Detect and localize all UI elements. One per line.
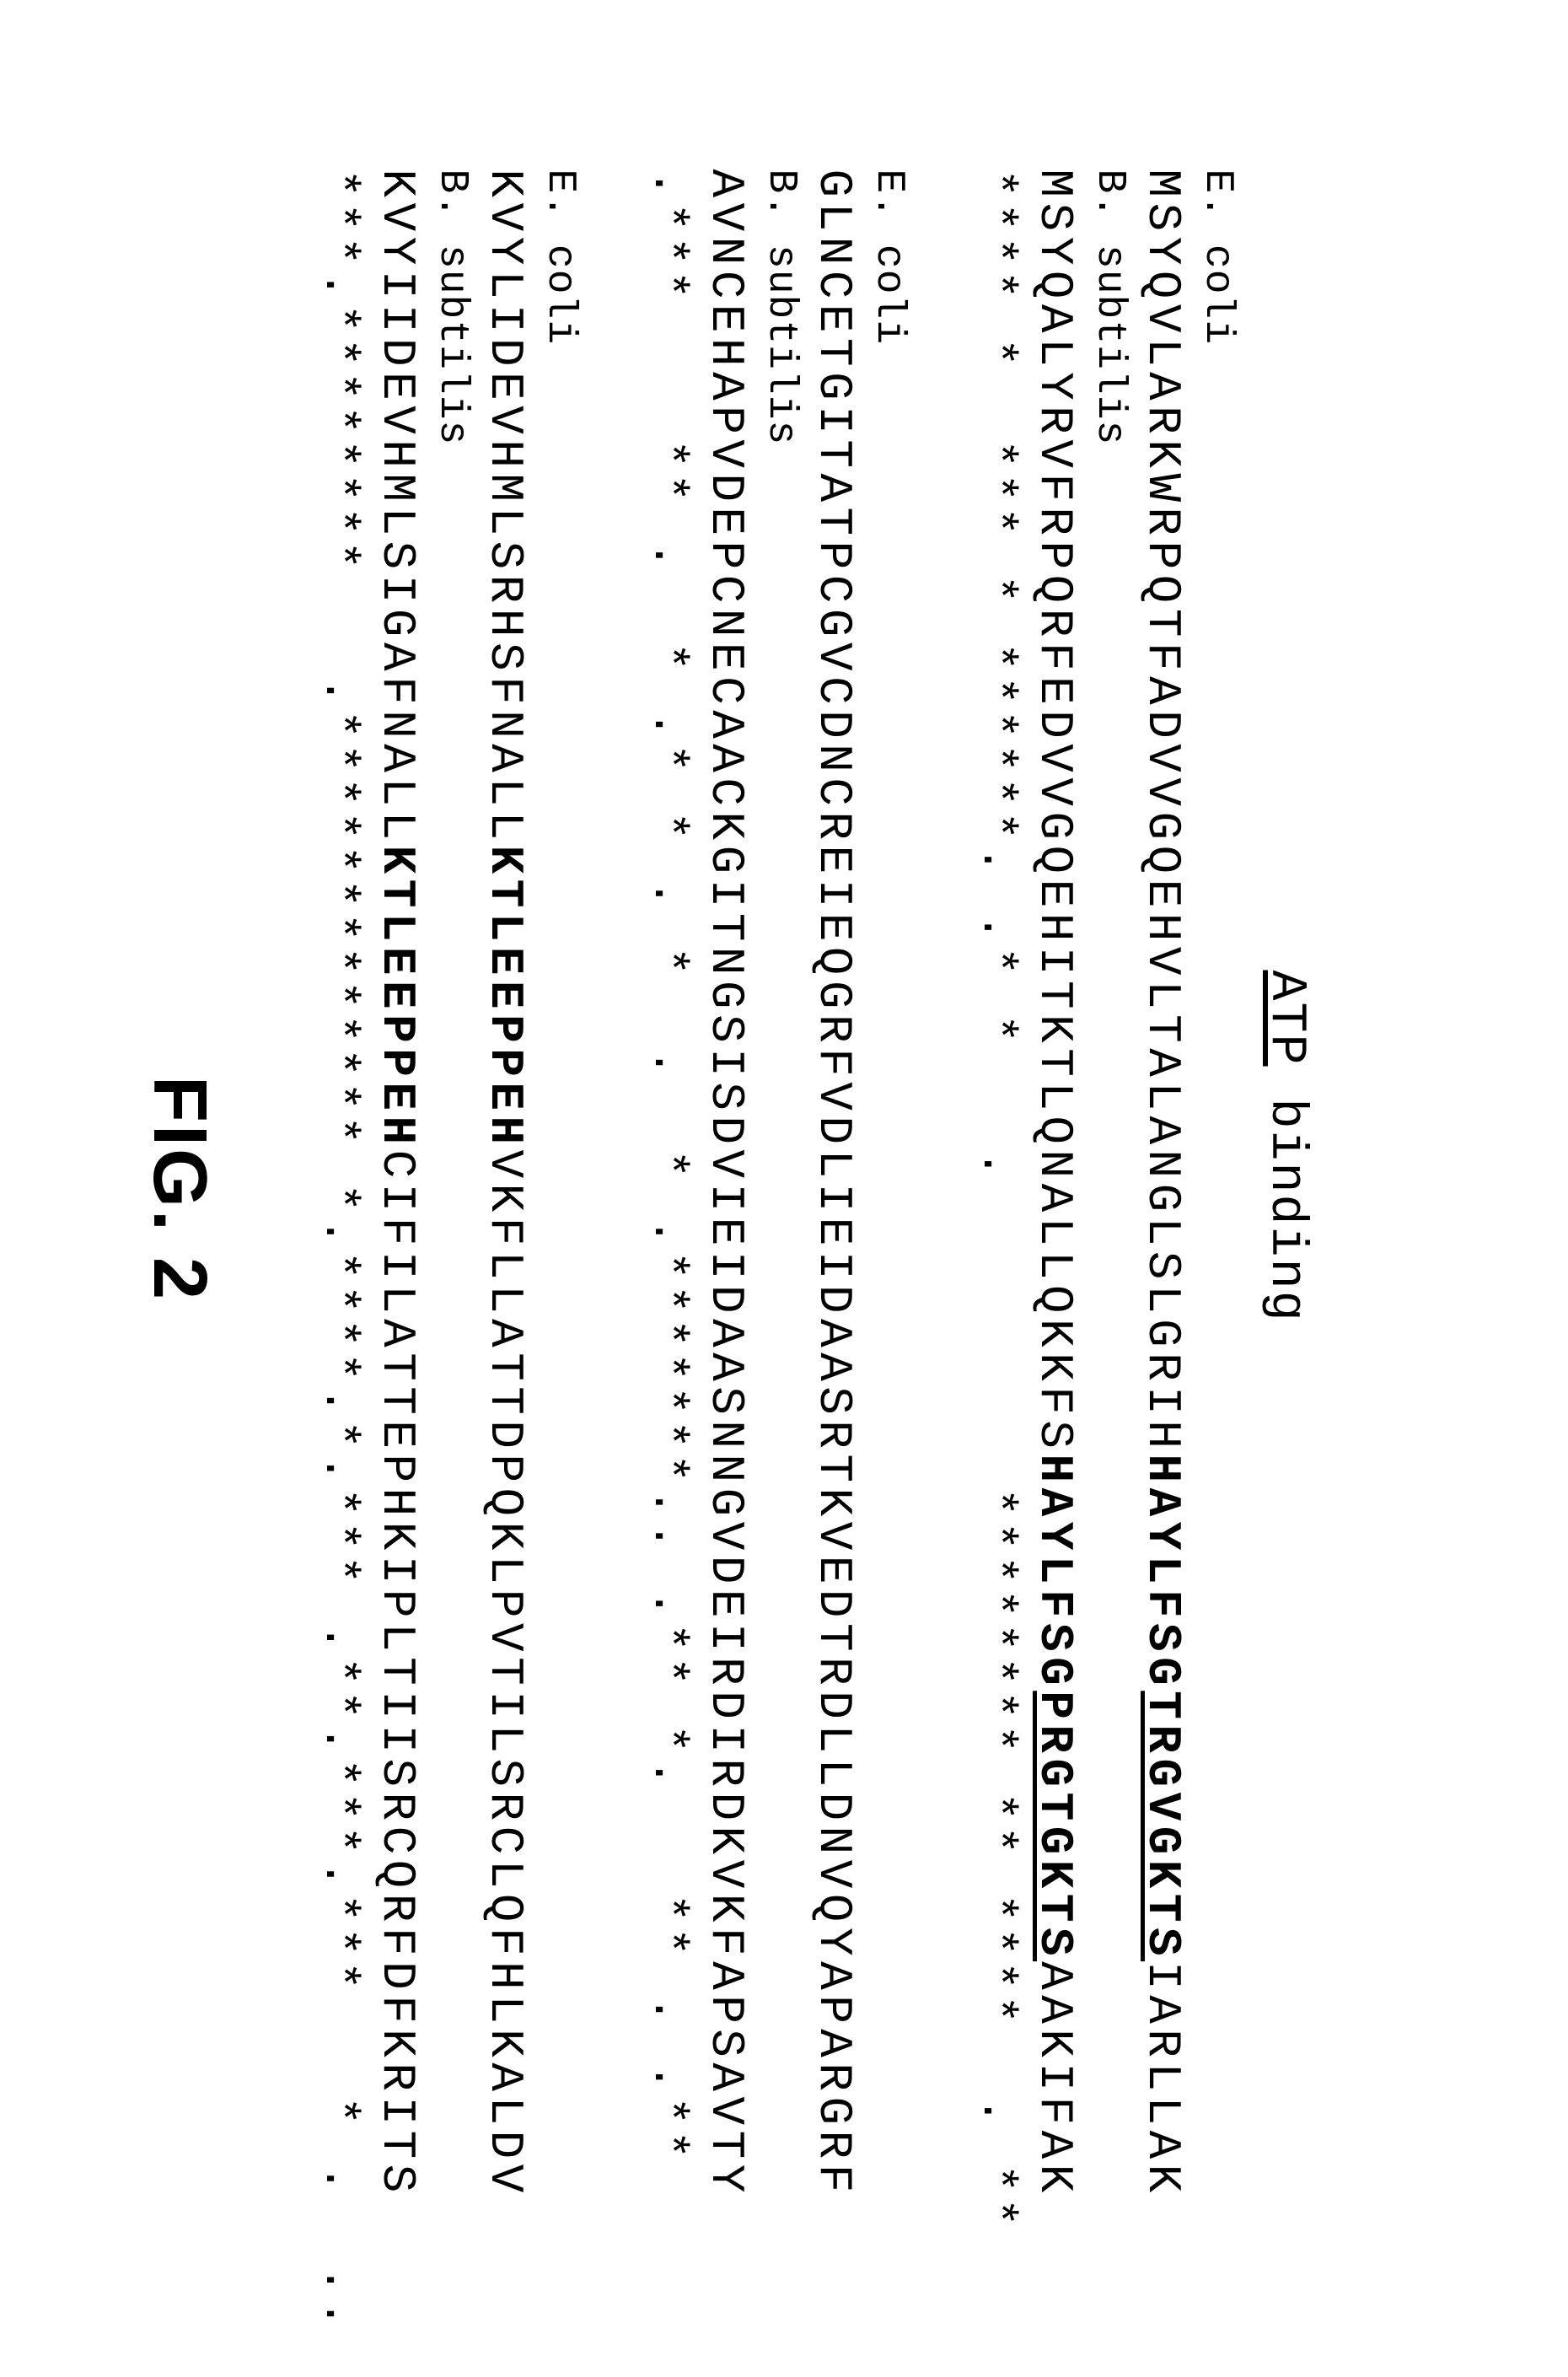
sequence-row: MSYQVLARKWRPQTFADVVGQEHVLTALANGLSLGRIHHA… (1136, 169, 1189, 2259)
organism-label: E. coli (866, 169, 911, 2259)
sequence-row: AVNCEHAPVDEPCNECAACKGITNGSISDVIEIDAASNNG… (699, 169, 753, 2259)
consensus-row: **** * *** * ******. .* * . ******** ** … (970, 169, 1024, 2259)
organism-label: E. coli (1195, 169, 1240, 2259)
sequence-row: GLNCETGITATPCGVCDNCREIEQGRFVDLIEIDAASRTK… (807, 169, 861, 2259)
sequence-row: KVYLIDEVHMLSRHSFNALLKTLEEPPEHVKFLLATTDPQ… (478, 169, 532, 2259)
organism-label: B. subtilis (758, 169, 803, 2259)
figure-panel: ATP binding E. coli MSYQVLARKWRPQTFADVVG… (153, 0, 1415, 2377)
sequence-row: MSYQALYRVFRPQRFEDVVGQEHITKTLQNALLQKKFSHA… (1028, 169, 1082, 2259)
consensus-row: .*** ** . * .* * . * . * .*******.. .** … (642, 169, 695, 2259)
binding-text: binding (1257, 1066, 1314, 1322)
consensus-row: ***.******** .************* *.****.*.***… (313, 169, 367, 2259)
organism-label: B. subtilis (429, 169, 475, 2259)
figure-number-label: FIG. 2 (136, 1075, 223, 1301)
organism-label: B. subtilis (1087, 169, 1132, 2259)
alignment-block-3: E. coli KVYLIDEVHMLSRHSFNALLKTLEEPPEHVKF… (313, 169, 583, 2259)
organism-label: E. coli (537, 169, 583, 2259)
sequence-row: KVYIIDEVHMLSIGAFNALLKTLEEPPEHCIFILATTEPH… (370, 169, 424, 2259)
atp-text: ATP (1257, 970, 1314, 1066)
alignment-block-2: E. coli GLNCETGITATPCGVCDNCREIEQGRFVDLIE… (642, 169, 911, 2259)
alignment-block-1: E. coli MSYQVLARKWRPQTFADVVGQEHVLTALANGL… (970, 169, 1240, 2259)
atp-binding-label: ATP binding (1257, 970, 1314, 2259)
